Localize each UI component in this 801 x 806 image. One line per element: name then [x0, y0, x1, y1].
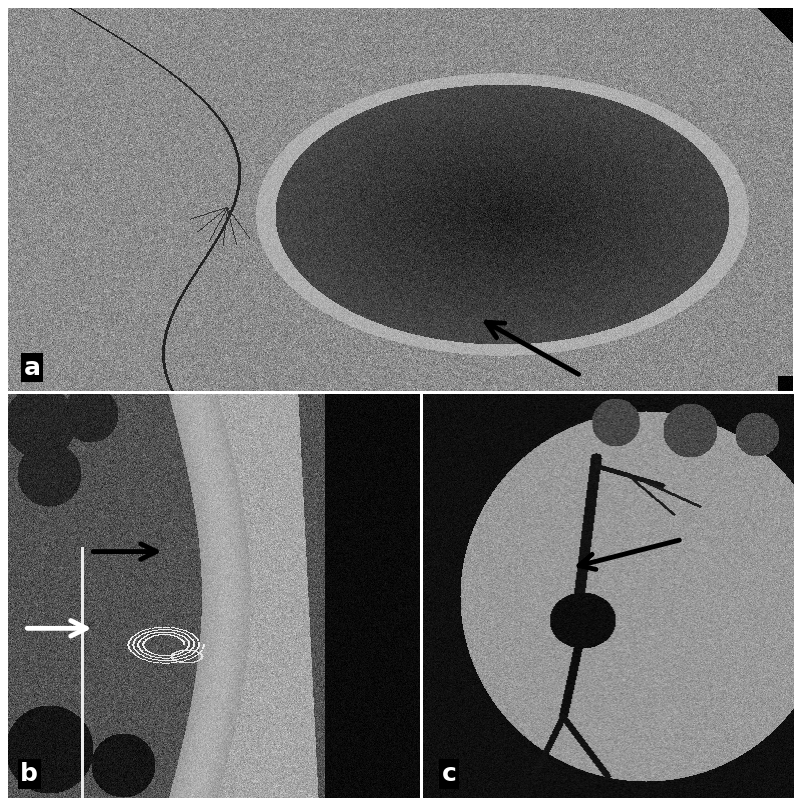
Text: a: a [24, 355, 41, 380]
Text: b: b [20, 762, 38, 786]
Text: c: c [441, 762, 457, 786]
